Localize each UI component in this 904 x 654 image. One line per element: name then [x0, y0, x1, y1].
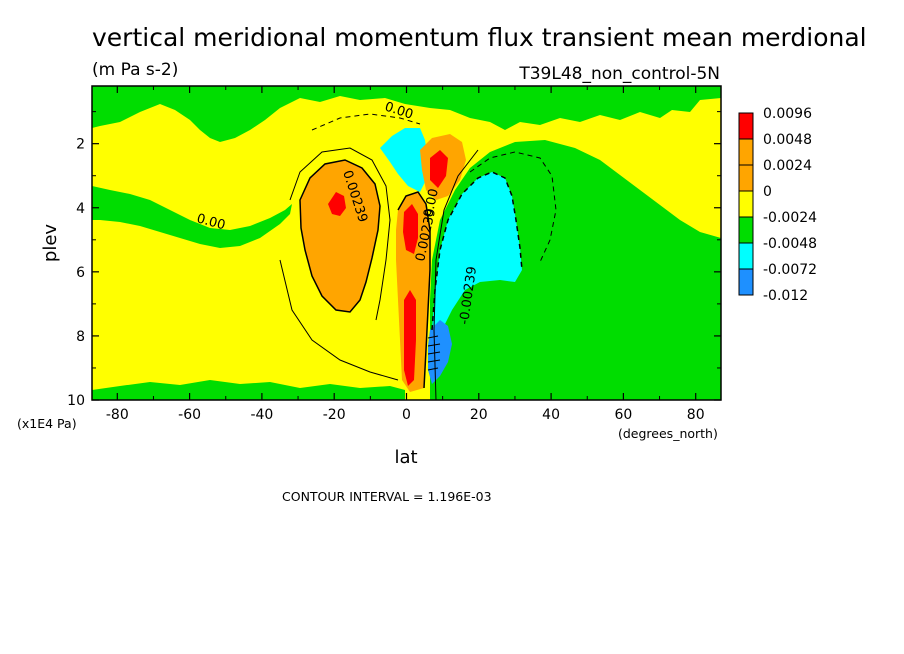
chart-title: vertical meridional momentum flux transi… — [92, 23, 867, 52]
green-southern-band — [92, 186, 292, 248]
y-tick-label: 6 — [76, 265, 85, 281]
x-tick-label: 20 — [470, 407, 488, 423]
legend-label: -0.0024 — [763, 210, 817, 226]
x-axis-label: lat — [394, 447, 417, 468]
red-core-column-lower — [404, 290, 416, 386]
contour-line-zero-east — [433, 149, 479, 400]
x-tick-label: -40 — [250, 407, 273, 423]
cyan-eastern-region — [432, 172, 522, 330]
contour-label-column-zero: 0.00 — [421, 187, 442, 218]
y-axis-ticks: 2 4 6 8 10 — [67, 111, 721, 409]
legend-label: -0.0072 — [763, 262, 817, 278]
legend-swatch — [738, 268, 754, 296]
x-axis-units: (degrees_north) — [618, 426, 718, 441]
red-core-column-upper — [403, 204, 418, 254]
contour-line-column — [397, 191, 431, 389]
contour-line-dashed-top — [311, 113, 421, 131]
y-axis-label: plev — [40, 224, 61, 263]
contour-line-sh-inner — [299, 159, 381, 313]
y-tick-label: 4 — [76, 201, 85, 217]
legend-swatch — [738, 242, 754, 270]
dataset-label: T39L48_non_control-5N — [518, 64, 720, 84]
legend-label: -0.0048 — [763, 236, 817, 252]
red-core-southern — [328, 192, 346, 216]
color-legend: 0.0096 0.0048 0.0024 0 -0.0024 -0.0048 -0.0072… — [738, 106, 817, 304]
legend-swatch — [738, 164, 754, 192]
legend-label: 0.0048 — [763, 132, 812, 148]
chart-units: (m Pa s-2) — [92, 60, 178, 80]
y-tick-label: 8 — [76, 329, 85, 345]
contour-label-west: 0.00 — [195, 211, 227, 233]
legend-label: 0.0096 — [763, 106, 812, 122]
x-tick-label: 60 — [614, 407, 632, 423]
blue-hatch-lines — [427, 335, 441, 371]
x-tick-label: -20 — [323, 407, 346, 423]
x-tick-label: 80 — [687, 407, 705, 423]
x-tick-label: 40 — [542, 407, 560, 423]
legend-label: 0.0024 — [763, 158, 812, 174]
contour-line-sh-outer — [289, 147, 391, 321]
contour-interval: CONTOUR INTERVAL = 1.196E-03 — [282, 489, 492, 504]
y-axis-units: (x1E4 Pa) — [17, 416, 77, 431]
legend-label: -0.012 — [763, 288, 808, 304]
x-tick-label: -60 — [178, 407, 201, 423]
cyan-upper-equatorial — [380, 128, 428, 192]
green-upper-band — [92, 86, 721, 142]
x-tick-label: -80 — [106, 407, 129, 423]
plot-area — [92, 86, 721, 400]
contour-line-dashed-east — [469, 151, 557, 263]
legend-swatch — [738, 138, 754, 166]
green-lower-left — [92, 380, 405, 400]
x-axis-ticks: -80 -60 -40 -20 0 20 40 60 80 — [106, 86, 705, 423]
contour-line-dashed-cyan — [431, 171, 523, 331]
x-tick-label: 0 — [402, 407, 411, 423]
y-tick-label: 10 — [67, 393, 85, 409]
contour-line-sh-wide — [279, 259, 399, 381]
legend-swatch — [738, 190, 754, 218]
legend-swatch — [738, 216, 754, 244]
red-core-upper — [430, 150, 448, 188]
orange-southern-lobe — [300, 160, 380, 312]
y-tick-label: 2 — [76, 137, 85, 153]
legend-label: 0 — [763, 184, 772, 200]
legend-swatch — [738, 112, 754, 140]
